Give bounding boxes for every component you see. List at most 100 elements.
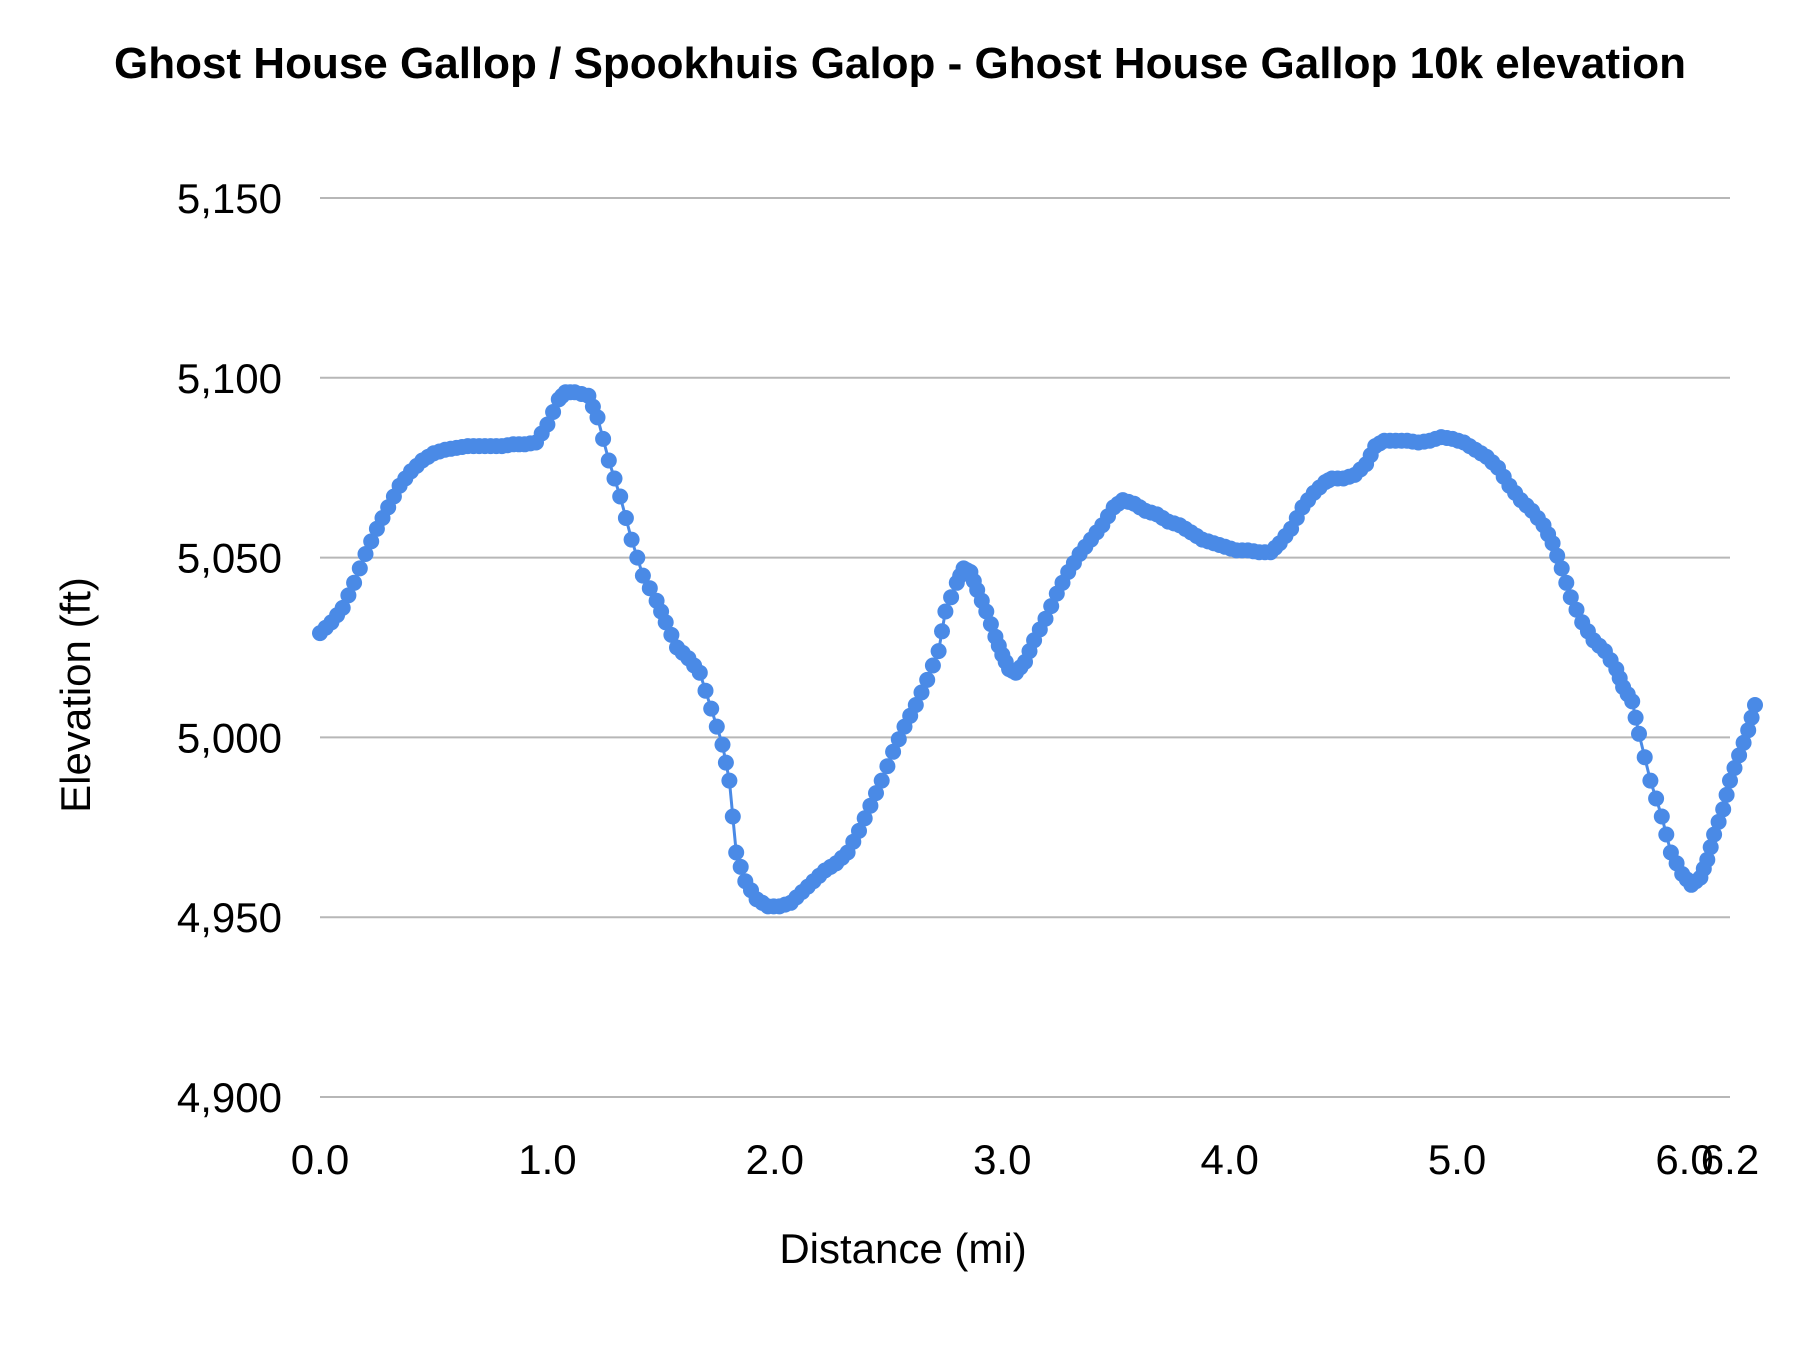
- elevation-data-point: [862, 797, 879, 814]
- elevation-data-point: [978, 603, 995, 620]
- elevation-data-point: [1636, 749, 1653, 766]
- x-tick-label: 6.2: [1701, 1136, 1759, 1183]
- elevation-data-point: [340, 587, 357, 604]
- elevation-data-point: [930, 643, 947, 660]
- elevation-data-point: [600, 452, 617, 469]
- elevation-data-point: [885, 743, 902, 760]
- y-tick-label: 5,100: [177, 355, 282, 402]
- elevation-data-point: [1558, 574, 1575, 591]
- elevation-data-point: [1642, 772, 1659, 789]
- elevation-data-point: [545, 404, 562, 420]
- chart-title: Ghost House Gallop / Spookhuis Galop - G…: [114, 39, 1686, 88]
- elevation-data-point: [1658, 826, 1675, 843]
- elevation-data-point: [1549, 547, 1566, 564]
- elevation-data-point: [1568, 601, 1585, 618]
- elevation-data-point: [1743, 709, 1760, 726]
- elevation-data-point: [907, 697, 924, 713]
- x-tick-label: 0.0: [291, 1136, 349, 1183]
- elevation-data-point: [1037, 610, 1054, 627]
- elevation-data-point: [657, 614, 674, 631]
- elevation-data-point: [1544, 535, 1561, 552]
- elevation-data-point: [334, 599, 351, 616]
- elevation-data-point: [717, 754, 734, 771]
- y-axis-title: Elevation (ft): [52, 577, 99, 813]
- elevation-data-point: [724, 808, 741, 825]
- elevation-data-point: [595, 430, 612, 447]
- elevation-data-point: [732, 858, 749, 875]
- elevation-data-point: [1699, 851, 1716, 868]
- elevation-data-point: [1740, 722, 1757, 739]
- elevation-data-point: [1648, 790, 1665, 807]
- elevation-data-point: [697, 682, 714, 699]
- elevation-data-point: [913, 684, 930, 701]
- x-tick-label: 4.0: [1200, 1136, 1258, 1183]
- elevation-data-point: [943, 589, 960, 606]
- elevation-data-point: [890, 731, 907, 748]
- elevation-data-point: [873, 772, 890, 789]
- x-tick-label: 3.0: [973, 1136, 1031, 1183]
- elevation-data-point: [1553, 560, 1570, 577]
- y-tick-label: 4,900: [177, 1074, 282, 1121]
- elevation-data-point: [617, 510, 634, 526]
- x-axis-tick-labels: 0.0 1.0 2.0 3.0 4.0 5.0 6.06.2: [291, 1136, 1759, 1183]
- elevation-data-point: [346, 574, 363, 591]
- elevation-data-point: [703, 700, 720, 717]
- elevation-data-point: [714, 736, 731, 753]
- elevation-data-point: [934, 623, 950, 640]
- y-tick-label: 5,050: [177, 535, 282, 582]
- gridlines: [320, 197, 1730, 1098]
- elevation-data-point: [663, 626, 680, 643]
- elevation-data-point: [1631, 725, 1647, 742]
- elevation-data-point: [868, 785, 884, 802]
- elevation-data-point: [728, 844, 745, 861]
- elevation-data-point: [691, 664, 708, 681]
- elevation-data-point: [1715, 801, 1732, 818]
- x-tick-label: 1.0: [518, 1136, 576, 1183]
- x-tick-label: 2.0: [746, 1136, 804, 1183]
- elevation-data-point: [641, 580, 658, 597]
- elevation-data-point: [623, 531, 640, 548]
- elevation-data-point: [937, 603, 954, 620]
- elevation-data-point: [1624, 693, 1641, 710]
- elevation-data-point: [1702, 839, 1719, 856]
- elevation-data-point: [1731, 747, 1748, 764]
- elevation-data-point: [1710, 813, 1727, 830]
- y-tick-label: 5,000: [177, 714, 282, 761]
- elevation-data-point: [1653, 808, 1670, 825]
- elevation-data-point: [1718, 786, 1735, 803]
- elevation-data-point: [856, 810, 873, 827]
- elevation-data-point: [606, 470, 623, 487]
- elevation-data-point: [539, 416, 556, 433]
- y-tick-label: 5,150: [177, 175, 282, 222]
- elevation-data-point: [629, 549, 646, 566]
- elevation-series-points: [312, 384, 1763, 915]
- elevation-data-point: [1043, 598, 1060, 615]
- x-axis-title: Distance (mi): [779, 1225, 1026, 1272]
- y-tick-label: 4,950: [177, 894, 282, 941]
- y-axis-tick-labels: 4,900 4,950 5,000 5,050 5,100 5,150: [177, 175, 282, 1121]
- x-tick-label: 6.0: [1655, 1136, 1713, 1183]
- elevation-data-point: [634, 567, 651, 584]
- elevation-data-point: [721, 772, 738, 789]
- elevation-data-point: [1706, 826, 1723, 843]
- elevation-data-point: [1627, 709, 1644, 726]
- elevation-data-point: [1562, 589, 1579, 606]
- x-tick-label: 5.0: [1428, 1136, 1486, 1183]
- elevation-data-point: [1722, 772, 1738, 789]
- elevation-data-point: [589, 409, 606, 426]
- elevation-data-point: [1747, 697, 1763, 713]
- elevation-data-point: [363, 533, 380, 550]
- elevation-data-point: [351, 560, 368, 577]
- elevation-data-point: [851, 822, 867, 839]
- elevation-data-point: [1735, 734, 1752, 751]
- elevation-data-point: [612, 488, 629, 505]
- elevation-data-point: [924, 657, 941, 674]
- elevation-data-point: [708, 718, 725, 735]
- elevation-data-point: [919, 671, 936, 688]
- elevation-data-point: [357, 546, 374, 562]
- elevation-data-point: [879, 758, 896, 775]
- elevation-data-point: [982, 616, 999, 633]
- elevation-data-point: [1726, 760, 1743, 776]
